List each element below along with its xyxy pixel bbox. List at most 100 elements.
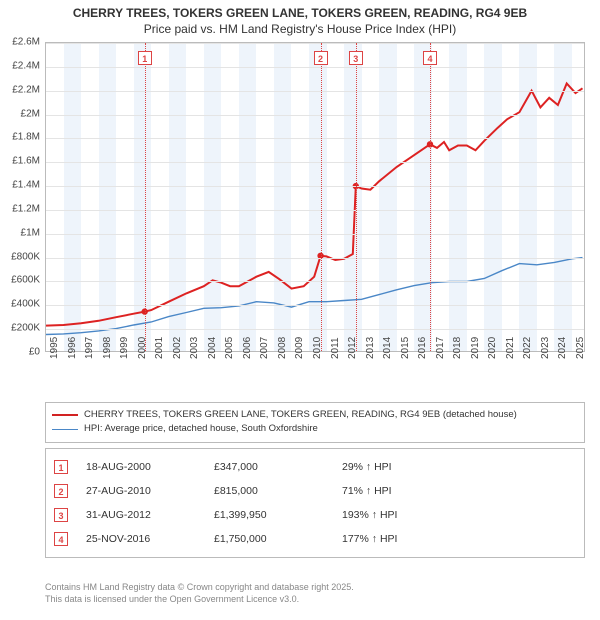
x-axis-label: 2022 — [522, 339, 533, 359]
gridline — [46, 329, 584, 330]
legend-row: CHERRY TREES, TOKERS GREEN LANE, TOKERS … — [52, 408, 578, 422]
gridline — [46, 43, 584, 44]
x-axis-label: 2012 — [347, 339, 358, 359]
gridline — [46, 67, 584, 68]
footer-line1: Contains HM Land Registry data © Crown c… — [45, 582, 354, 592]
y-axis-label: £2.2M — [0, 84, 40, 95]
sale-price: £815,000 — [214, 485, 324, 497]
sale-price: £347,000 — [214, 461, 324, 473]
y-axis-label: £800K — [0, 251, 40, 262]
x-axis-label: 2008 — [277, 339, 288, 359]
x-axis-label: 1998 — [102, 339, 113, 359]
sale-pct: 177% ↑ HPI — [342, 533, 576, 545]
sale-number-box: 3 — [54, 508, 68, 522]
x-axis-label: 2009 — [294, 339, 305, 359]
x-axis-label: 1996 — [67, 339, 78, 359]
sale-price: £1,750,000 — [214, 533, 324, 545]
gridline — [46, 258, 584, 259]
x-axis-label: 2023 — [540, 339, 551, 359]
sale-marker-line — [356, 43, 357, 351]
x-axis-label: 2001 — [154, 339, 165, 359]
x-axis-label: 2002 — [172, 339, 183, 359]
y-axis-label: £600K — [0, 275, 40, 286]
sale-row: 4 25-NOV-2016 £1,750,000 177% ↑ HPI — [52, 527, 578, 551]
legend: CHERRY TREES, TOKERS GREEN LANE, TOKERS … — [45, 402, 585, 443]
y-axis-label: £400K — [0, 299, 40, 310]
sale-row: 1 18-AUG-2000 £347,000 29% ↑ HPI — [52, 455, 578, 479]
footer: Contains HM Land Registry data © Crown c… — [45, 582, 585, 605]
sale-pct: 193% ↑ HPI — [342, 509, 576, 521]
sale-price: £1,399,950 — [214, 509, 324, 521]
footer-line2: This data is licensed under the Open Gov… — [45, 594, 299, 604]
x-axis-label: 2017 — [435, 339, 446, 359]
legend-swatch — [52, 414, 78, 416]
sale-marker-box: 3 — [349, 51, 363, 65]
sale-marker-line — [145, 43, 146, 351]
sale-date: 18-AUG-2000 — [86, 461, 196, 473]
gridline — [46, 186, 584, 187]
x-axis-label: 1999 — [119, 339, 130, 359]
x-axis-label: 2003 — [189, 339, 200, 359]
y-axis-label: £0 — [0, 347, 40, 358]
x-axis-label: 2020 — [487, 339, 498, 359]
gridline — [46, 138, 584, 139]
title-line2: Price paid vs. HM Land Registry's House … — [144, 22, 456, 36]
x-axis-label: 2021 — [505, 339, 516, 359]
x-axis-label: 2025 — [575, 339, 586, 359]
sale-number-box: 4 — [54, 532, 68, 546]
y-axis-label: £1.8M — [0, 132, 40, 143]
plot-area: 1 2 3 4 — [45, 42, 585, 352]
y-axis-label: £1M — [0, 227, 40, 238]
gridline — [46, 91, 584, 92]
x-axis-label: 2013 — [365, 339, 376, 359]
y-axis-label: £200K — [0, 323, 40, 334]
x-axis-label: 2005 — [224, 339, 235, 359]
y-axis-label: £2M — [0, 108, 40, 119]
gridline — [46, 210, 584, 211]
title-line1: CHERRY TREES, TOKERS GREEN LANE, TOKERS … — [73, 6, 527, 20]
x-axis-label: 2024 — [557, 339, 568, 359]
x-axis-label: 2010 — [312, 339, 323, 359]
x-axis-label: 2006 — [242, 339, 253, 359]
chart-area: 1 2 3 4 £0 £200K £400K £600K £800K £1M £1.2M £1.4M… — [0, 42, 600, 392]
sale-date: 25-NOV-2016 — [86, 533, 196, 545]
legend-label: HPI: Average price, detached house, Sout… — [84, 422, 318, 436]
sale-number-box: 1 — [54, 460, 68, 474]
x-axis-label: 1995 — [49, 339, 60, 359]
sale-pct: 71% ↑ HPI — [342, 485, 576, 497]
x-axis-label: 2000 — [137, 339, 148, 359]
title: CHERRY TREES, TOKERS GREEN LANE, TOKERS … — [0, 0, 600, 37]
sale-row: 227-AUG-2010£815,00071% ↑ HPI — [52, 479, 578, 503]
gridline — [46, 281, 584, 282]
sale-marker-box: 2 — [314, 51, 328, 65]
sale-pct: 29% ↑ HPI — [342, 461, 576, 473]
sale-date: 27-AUG-2010 — [86, 485, 196, 497]
x-axis-label: 2018 — [452, 339, 463, 359]
y-axis-label: £1.2M — [0, 203, 40, 214]
gridline — [46, 162, 584, 163]
y-axis-label: £2.6M — [0, 37, 40, 48]
gridline — [46, 115, 584, 116]
series-property-line — [46, 84, 583, 326]
sale-date: 31-AUG-2012 — [86, 509, 196, 521]
line-svg — [46, 43, 586, 353]
legend-label: CHERRY TREES, TOKERS GREEN LANE, TOKERS … — [84, 408, 517, 422]
series-hpi-line — [46, 258, 583, 335]
x-axis-label: 2011 — [330, 339, 341, 359]
x-axis-label: 2004 — [207, 339, 218, 359]
y-axis-label: £1.4M — [0, 180, 40, 191]
sale-marker-box: 1 — [138, 51, 152, 65]
chart-container: CHERRY TREES, TOKERS GREEN LANE, TOKERS … — [0, 0, 600, 620]
sale-marker-line — [430, 43, 431, 351]
x-axis-label: 2015 — [400, 339, 411, 359]
x-axis-label: 2016 — [417, 339, 428, 359]
y-axis-label: £1.6M — [0, 156, 40, 167]
sale-marker-line — [321, 43, 322, 351]
sale-marker-box: 4 — [423, 51, 437, 65]
y-axis-label: £2.4M — [0, 60, 40, 71]
x-axis-label: 2007 — [259, 339, 270, 359]
legend-swatch — [52, 429, 78, 430]
legend-row: HPI: Average price, detached house, Sout… — [52, 422, 578, 436]
sales-table: 118-AUG-2000£347,00029% ↑ HPI227-AUG-201… — [45, 448, 585, 558]
gridline — [46, 305, 584, 306]
